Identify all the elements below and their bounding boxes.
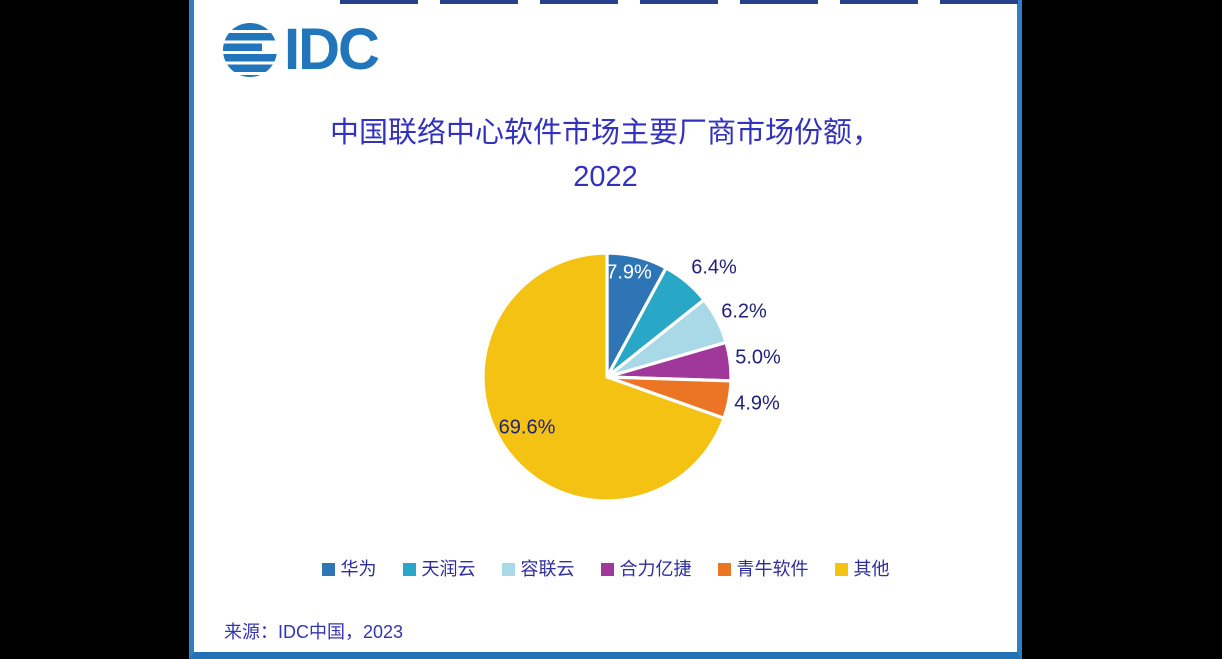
pie-label-5: 4.9% <box>734 392 780 415</box>
top-dashed-border <box>340 0 1020 4</box>
legend-label: 合力亿捷 <box>619 559 692 579</box>
pie-label-6: 69.6% <box>498 416 556 439</box>
source-note: 来源：IDC中国，2023 <box>224 622 404 642</box>
pie-label-4: 5.0% <box>735 346 781 369</box>
legend-item-6: 其他 <box>834 558 890 580</box>
legend-label: 其他 <box>853 559 890 579</box>
chart-title: 中国联络中心软件市场主要厂商市场份额， 2022 <box>189 112 1022 199</box>
legend-marker-icon <box>321 562 335 576</box>
legend-marker-icon <box>501 562 515 576</box>
legend-marker-icon <box>600 562 614 576</box>
idc-logo-text: IDC <box>284 17 380 82</box>
pie-label-1: 7.9% <box>606 261 652 284</box>
pie-label-2: 6.4% <box>691 256 737 279</box>
legend-marker-icon <box>834 562 848 576</box>
legend-label: 华为 <box>340 559 377 579</box>
legend-item-4: 合力亿捷 <box>600 558 692 580</box>
legend-item-2: 天润云 <box>402 558 476 580</box>
globe-stripes-icon <box>223 23 277 77</box>
chart-title-line1: 中国联络中心软件市场主要厂商市场份额， <box>329 117 881 149</box>
legend-marker-icon <box>402 562 416 576</box>
pie-slice-6 <box>481 251 726 503</box>
legend-label: 容联云 <box>520 559 575 579</box>
idc-logo: IDC <box>222 17 380 82</box>
legend: 华为 天润云 容联云 合力亿捷 青牛软件 其他 <box>189 558 1022 580</box>
legend-label: 天润云 <box>421 559 476 579</box>
legend-item-3: 容联云 <box>501 558 575 580</box>
chart-title-line2: 2022 <box>573 160 638 193</box>
pie-label-3: 6.2% <box>721 300 767 323</box>
pie-chart-svg <box>481 251 733 503</box>
legend-label: 青牛软件 <box>736 559 809 579</box>
legend-item-5: 青牛软件 <box>717 558 809 580</box>
legend-marker-icon <box>717 562 731 576</box>
legend-item-1: 华为 <box>321 558 377 580</box>
